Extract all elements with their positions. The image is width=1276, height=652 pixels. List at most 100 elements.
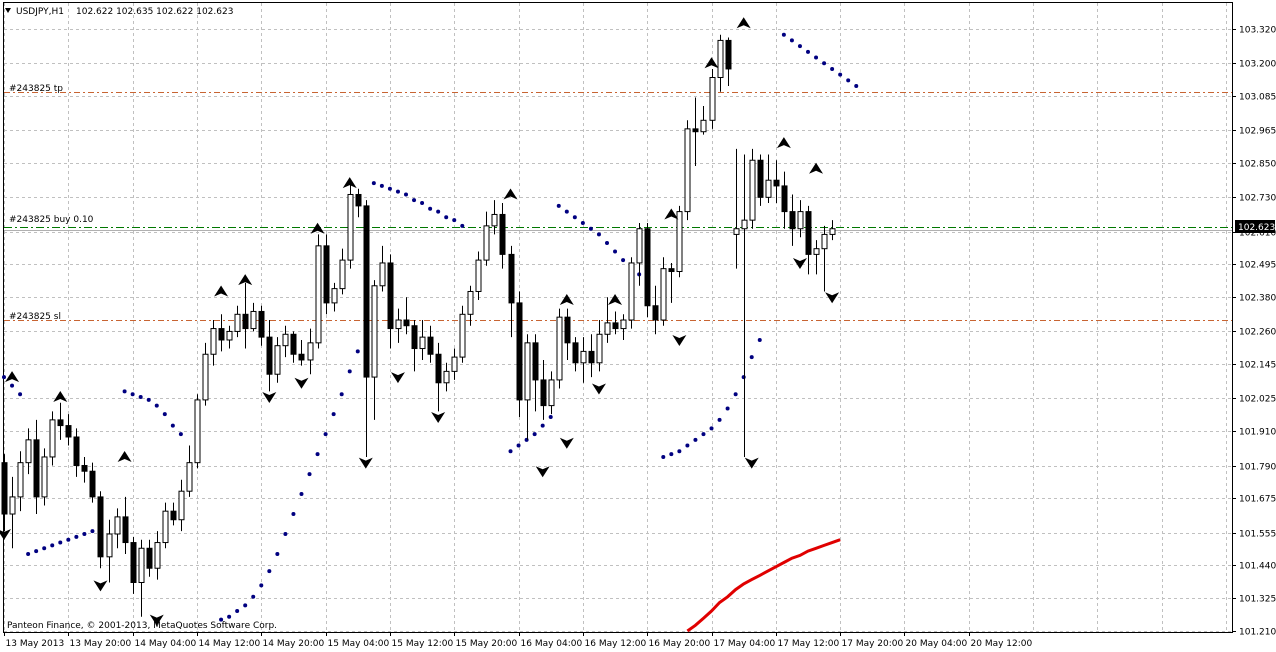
sar-dot [283, 531, 288, 536]
fractal-up-arrow [664, 208, 679, 220]
bull-candle [9, 496, 16, 515]
bull-candle [821, 233, 828, 250]
sar-dot [412, 198, 417, 203]
y-tick-label: 103.200 [1239, 60, 1276, 70]
bear-candle [508, 253, 515, 304]
x-tick-label: 14 May 04:00 [135, 639, 197, 649]
fractal-up-arrow [608, 294, 623, 306]
sar-dot [516, 443, 521, 448]
sar-dot [162, 412, 167, 417]
bull-candle [741, 219, 748, 230]
sar-dot [34, 549, 39, 554]
bull-candle [162, 510, 169, 544]
sar-dot [82, 531, 87, 536]
bear-candle [387, 262, 394, 330]
bull-candle [475, 259, 482, 292]
bear-candle [612, 322, 619, 330]
bull-candle [604, 322, 611, 335]
bull-candle [234, 313, 241, 332]
bull-candle [717, 39, 724, 79]
bull-candle [114, 516, 121, 535]
bull-candle [829, 228, 836, 235]
bull-candle [620, 319, 627, 330]
sar-dot [227, 614, 232, 619]
fractal-up-arrow [503, 188, 518, 200]
sar-dot [781, 32, 786, 37]
y-tick-label: 102.260 [1239, 328, 1276, 338]
bear-candle [323, 245, 330, 304]
bull-candle [194, 399, 201, 464]
plot-border [3, 2, 1233, 633]
sar-dot [540, 423, 545, 428]
time-axis[interactable]: 13 May 2013 13 May 20:00 14 May 04:00 14 Ma… [4, 632, 1033, 649]
sar-dot [548, 415, 553, 420]
sar-dot [2, 375, 6, 380]
bull-candle [250, 310, 257, 330]
sar-dot [661, 454, 666, 459]
sar-dot [138, 395, 143, 400]
sar-dot [66, 537, 71, 542]
sar-dot [243, 603, 248, 608]
fractal-up-arrow [310, 222, 325, 234]
bull-candle [331, 288, 338, 304]
bear-candle [242, 313, 249, 330]
sar-dot [42, 546, 47, 551]
bull-candle [467, 290, 474, 315]
sar-dot [717, 417, 722, 422]
y-tick-label: 101.555 [1239, 530, 1276, 540]
bull-candle [765, 179, 772, 198]
sar-dot [259, 583, 264, 588]
bear-candle [65, 425, 72, 438]
x-tick-label: 15 May 12:00 [392, 639, 454, 649]
sar-dot [588, 226, 593, 231]
dropdown-triangle-icon[interactable] [5, 8, 11, 13]
x-tick-label: 15 May 04:00 [328, 639, 390, 649]
fractal-down-arrow [825, 292, 840, 304]
sar-dot [838, 72, 843, 77]
bull-candle [315, 245, 322, 344]
sar-dot [387, 186, 392, 191]
sar-dot [701, 432, 706, 437]
bull-candle [339, 259, 346, 290]
sar-dot [572, 215, 577, 220]
bull-candle [395, 319, 402, 330]
sar-dot [693, 437, 698, 442]
fractal-down-arrow [149, 614, 164, 626]
y-tick-label: 102.965 [1239, 127, 1276, 137]
sar-dot [621, 258, 626, 263]
bull-candle [684, 128, 691, 213]
y-tick-label: 102.850 [1239, 160, 1276, 170]
bear-candle [572, 342, 579, 364]
bull-candle [709, 77, 716, 121]
fractal-up-arrow [117, 450, 132, 462]
bull-candle [797, 211, 804, 230]
bear-candle [130, 542, 137, 583]
order-lines [4, 92, 1232, 321]
fractal-up-arrow [214, 285, 229, 297]
fractal-up-arrow [809, 162, 824, 174]
bull-candle [749, 159, 756, 221]
bear-candle [298, 353, 305, 361]
sar-dot [806, 49, 810, 54]
bear-candle [258, 310, 265, 338]
bear-candle [516, 302, 523, 401]
x-tick-label: 16 May 12:00 [585, 639, 647, 649]
sar-dot [50, 543, 55, 548]
bear-candle [355, 193, 362, 207]
price-axis[interactable]: 103.320 103.200 103.085 102.965 102.850 102.7… [1232, 26, 1276, 638]
bull-candle [347, 193, 354, 261]
bear-candle [789, 211, 796, 230]
fractal-up-arrow [5, 371, 20, 383]
bull-candle [41, 456, 48, 498]
sar-dot [757, 337, 762, 342]
bear-candle [81, 465, 88, 472]
bull-candle [154, 542, 161, 569]
y-tick-label: 102.025 [1239, 395, 1276, 405]
bear-candle [588, 350, 595, 364]
bear-candle [403, 319, 410, 327]
x-tick-label: 16 May 20:00 [649, 639, 711, 649]
bull-candle [17, 462, 24, 498]
parabolic-sar [2, 32, 859, 622]
